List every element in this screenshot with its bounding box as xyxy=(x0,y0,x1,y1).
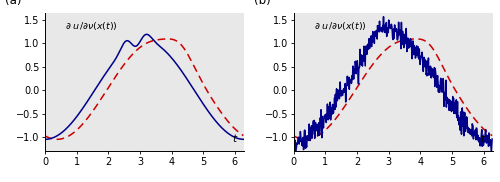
Text: (b): (b) xyxy=(254,0,270,7)
Text: (a): (a) xyxy=(5,0,21,7)
Text: $\partial\ u/\partial\nu(x(t))$: $\partial\ u/\partial\nu(x(t))$ xyxy=(314,20,366,32)
Text: $\partial\ u/\partial\nu(x(t))$: $\partial\ u/\partial\nu(x(t))$ xyxy=(65,20,118,32)
Text: $t$: $t$ xyxy=(480,132,486,144)
Text: $t$: $t$ xyxy=(232,132,238,144)
